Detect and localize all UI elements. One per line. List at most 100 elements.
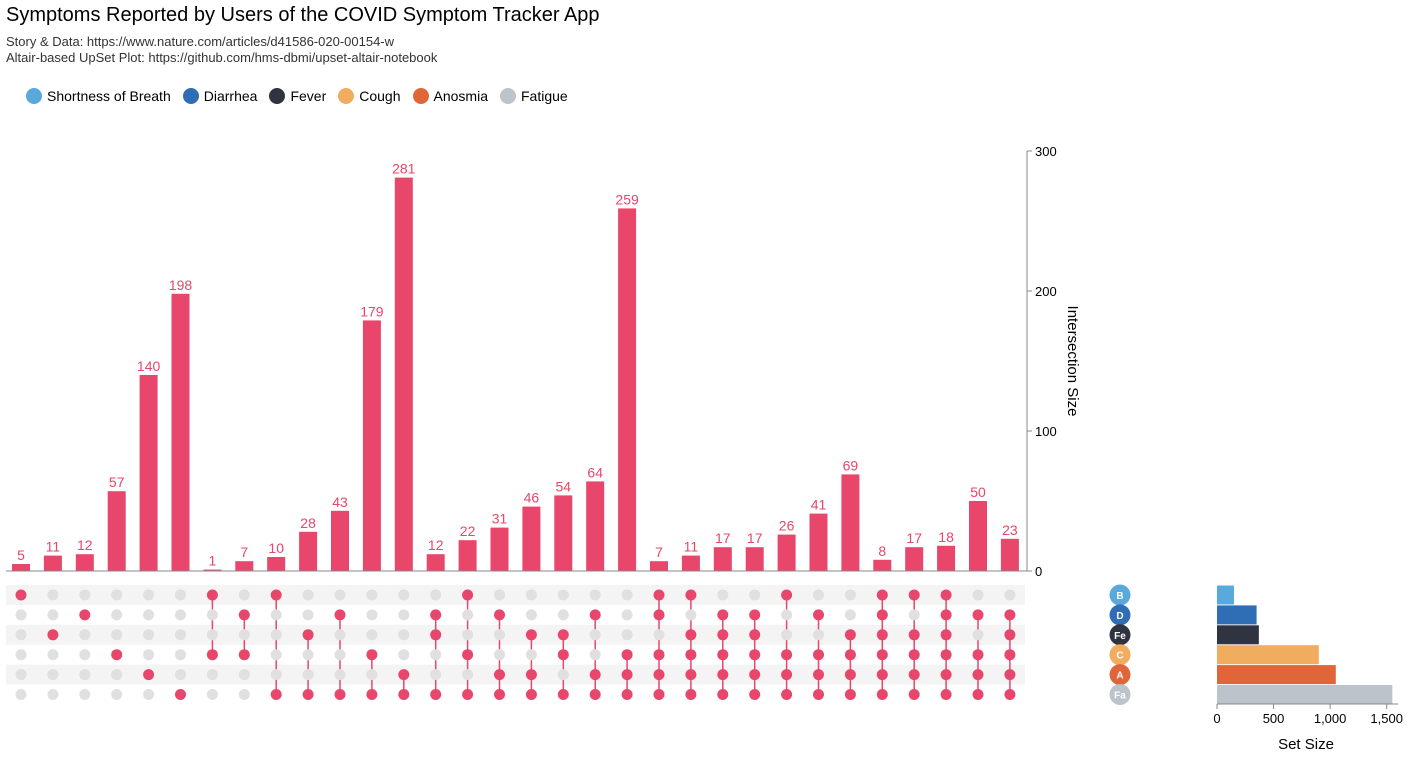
matrix-dot-active xyxy=(653,669,665,681)
matrix-dot-inactive xyxy=(589,589,601,601)
matrix-dot-inactive xyxy=(334,629,346,641)
intersection-bar xyxy=(139,375,158,571)
matrix-dot-inactive xyxy=(143,649,155,661)
matrix-dot-inactive xyxy=(238,669,250,681)
matrix-dot-inactive xyxy=(47,649,59,661)
legend-label: Fever xyxy=(290,88,327,104)
matrix-dot-active xyxy=(972,609,984,621)
bar-value-label: 11 xyxy=(46,539,61,555)
intersection-bar xyxy=(12,564,30,571)
matrix-dot-inactive xyxy=(1004,589,1016,601)
matrix-dot-active xyxy=(430,629,442,641)
bar-value-label: 11 xyxy=(684,539,699,555)
matrix-row-band xyxy=(6,624,1025,645)
matrix-dot-inactive xyxy=(366,669,378,681)
matrix-dot-active xyxy=(908,629,920,641)
bar-value-label: 22 xyxy=(460,523,476,539)
matrix-dot-active xyxy=(525,689,537,700)
matrix-dot-active xyxy=(525,669,537,681)
matrix-dot-active xyxy=(621,649,633,661)
legend-item-cough: Cough xyxy=(338,88,401,104)
matrix-dot-inactive xyxy=(781,629,793,641)
intersection-bar xyxy=(1000,538,1019,571)
matrix-dot-inactive xyxy=(111,629,123,641)
bar-value-label: 54 xyxy=(556,478,572,494)
matrix-dot-inactive xyxy=(302,589,314,601)
matrix-dot-inactive xyxy=(15,629,27,641)
matrix-dot-inactive xyxy=(143,689,155,700)
matrix-dot-inactive xyxy=(238,589,250,601)
matrix-dot-active xyxy=(813,649,824,661)
matrix-dot-inactive xyxy=(47,589,59,601)
matrix-dot-active xyxy=(206,589,218,601)
matrix-dot-inactive xyxy=(143,629,155,641)
legend-item-anosmia: Anosmia xyxy=(412,88,488,104)
bar-value-label: 23 xyxy=(1002,522,1018,538)
y-tick-label: 0 xyxy=(1035,564,1042,579)
bar-value-label: 1 xyxy=(209,553,217,569)
set-size-tick-label: 0 xyxy=(1213,711,1220,726)
matrix-dot-active xyxy=(685,629,697,641)
matrix-dot-inactive xyxy=(717,589,729,601)
matrix-dot-inactive xyxy=(398,609,410,621)
matrix-dot-inactive xyxy=(972,629,984,641)
matrix-dot-inactive xyxy=(175,609,186,621)
matrix-dot-active xyxy=(749,649,761,661)
matrix-dot-active xyxy=(940,589,952,601)
matrix-dot-active xyxy=(972,649,984,661)
set-size-bar xyxy=(1217,605,1257,625)
bar-value-label: 179 xyxy=(360,303,384,319)
matrix-dot-active xyxy=(876,629,888,641)
matrix-dot-active xyxy=(781,669,793,681)
matrix-dot-active xyxy=(206,649,218,661)
bar-value-label: 10 xyxy=(268,540,284,556)
intersection-bar xyxy=(362,320,381,571)
bar-value-label: 259 xyxy=(615,191,639,207)
set-size-bar xyxy=(1217,645,1319,665)
matrix-dot-active xyxy=(685,649,697,661)
intersection-bar xyxy=(43,555,62,571)
legend-label: Fatigue xyxy=(520,88,568,104)
bar-value-label: 57 xyxy=(109,474,125,490)
matrix-dot-inactive xyxy=(430,649,442,661)
matrix-dot-active xyxy=(717,669,729,681)
matrix-dot-active xyxy=(270,589,282,601)
matrix-dot-inactive xyxy=(972,589,984,601)
set-label-abbr: A xyxy=(1116,671,1123,682)
matrix-dot-inactive xyxy=(621,629,633,641)
bar-value-label: 26 xyxy=(779,518,795,534)
matrix-dot-active xyxy=(876,649,888,661)
legend-item-shortness-of-breath: Shortness of Breath xyxy=(26,88,171,104)
matrix-dot-active xyxy=(749,629,761,641)
matrix-dot-active xyxy=(238,609,250,621)
matrix-dot-inactive xyxy=(749,589,761,601)
matrix-dot-active xyxy=(844,689,856,700)
matrix-dot-active xyxy=(717,689,729,700)
set-label-abbr: C xyxy=(1116,651,1123,662)
legend-label: Cough xyxy=(359,88,401,104)
intersection-bar xyxy=(203,569,222,571)
set-label-abbr: Fe xyxy=(1114,631,1126,642)
matrix-dot-active xyxy=(494,609,505,621)
set-size-bar xyxy=(1217,625,1259,645)
matrix-dot-active xyxy=(557,689,569,700)
matrix-dot-inactive xyxy=(462,609,474,621)
matrix-dot-active xyxy=(494,669,505,681)
matrix-dot-inactive xyxy=(111,589,123,601)
legend-label: Diarrhea xyxy=(203,88,258,104)
matrix-dot-inactive xyxy=(557,669,569,681)
matrix-dot-inactive xyxy=(589,649,601,661)
matrix-dot-inactive xyxy=(334,669,346,681)
bar-value-label: 31 xyxy=(492,511,508,527)
matrix-dot-active xyxy=(717,629,729,641)
matrix-dot-inactive xyxy=(621,589,633,601)
intersection-bar xyxy=(969,501,987,571)
matrix-dot-active xyxy=(940,669,952,681)
intersection-bar xyxy=(905,547,924,571)
matrix-dot-active xyxy=(302,629,314,641)
intersection-bar xyxy=(394,177,413,571)
set-label-abbr: D xyxy=(1116,611,1123,622)
matrix-dot-active xyxy=(334,609,346,621)
matrix-dot-active xyxy=(749,669,761,681)
set-label-circle xyxy=(1109,604,1131,626)
